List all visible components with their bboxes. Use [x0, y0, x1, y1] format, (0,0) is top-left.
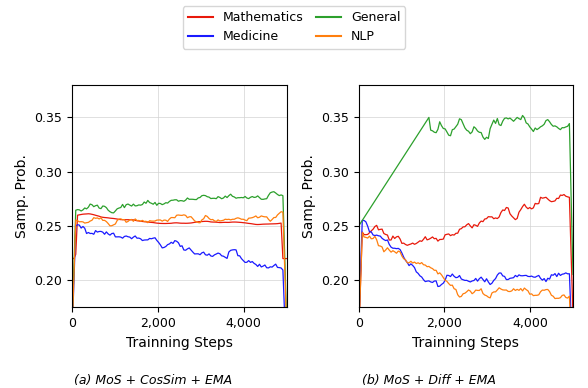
Text: (a) MoS + CosSim + EMA: (a) MoS + CosSim + EMA	[74, 374, 232, 387]
Y-axis label: Samp. Prob.: Samp. Prob.	[302, 154, 316, 238]
Legend: Mathematics, Medicine, General, NLP: Mathematics, Medicine, General, NLP	[183, 6, 405, 48]
Y-axis label: Samp. Prob.: Samp. Prob.	[15, 154, 29, 238]
Text: (b) MoS + Diff + EMA: (b) MoS + Diff + EMA	[362, 374, 496, 387]
X-axis label: Trainning Steps: Trainning Steps	[412, 336, 519, 350]
X-axis label: Trainning Steps: Trainning Steps	[126, 336, 233, 350]
